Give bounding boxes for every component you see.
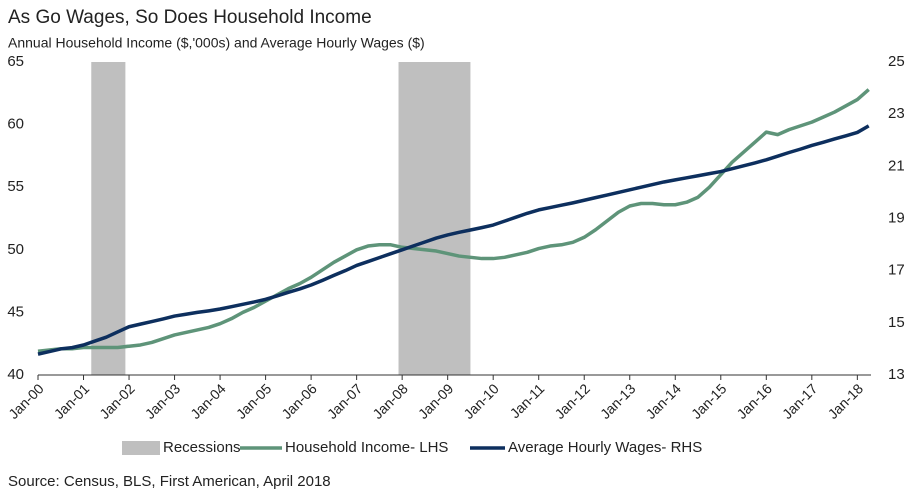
legend-label: Household Income- LHS bbox=[285, 439, 448, 456]
y-tick-label: 50 bbox=[7, 241, 24, 258]
y-tick-label: 55 bbox=[7, 178, 24, 195]
x-tick-label: Jan-02 bbox=[96, 380, 138, 422]
x-tick-label: Jan-18 bbox=[824, 380, 866, 422]
y-tick-label: 40 bbox=[7, 366, 24, 383]
y2-tick-label: 21 bbox=[888, 157, 905, 174]
x-tick-label: Jan-13 bbox=[597, 380, 639, 422]
x-tick-label: Jan-17 bbox=[779, 380, 821, 422]
x-tick-label: Jan-04 bbox=[187, 380, 229, 422]
x-tick-label: Jan-05 bbox=[233, 380, 275, 422]
series-line bbox=[37, 124, 870, 356]
y2-tick-label: 23 bbox=[888, 105, 905, 122]
recession-band bbox=[91, 62, 126, 375]
x-tick-label: Jan-09 bbox=[415, 380, 457, 422]
y2-tick-label: 19 bbox=[888, 209, 905, 226]
source: Source: Census, BLS, First American, Apr… bbox=[8, 473, 331, 490]
y2-tick-label: 13 bbox=[888, 366, 905, 383]
x-tick-label: Jan-08 bbox=[369, 380, 411, 422]
x-tick-label: Jan-16 bbox=[733, 380, 775, 422]
y-tick-label: 60 bbox=[7, 116, 24, 133]
y2-tick-label: 25 bbox=[888, 53, 905, 70]
x-tick-label: Jan-15 bbox=[688, 380, 730, 422]
y2-tick-label: 17 bbox=[888, 262, 905, 279]
x-tick-label: Jan-14 bbox=[642, 380, 684, 422]
x-tick-label: Jan-01 bbox=[51, 380, 93, 422]
series-line bbox=[37, 88, 870, 353]
x-tick-label: Jan-03 bbox=[142, 380, 184, 422]
legend-label: Average Hourly Wages- RHS bbox=[508, 439, 702, 456]
recession-band bbox=[398, 62, 471, 375]
x-tick-label: Jan-00 bbox=[5, 380, 47, 422]
x-tick-label: Jan-10 bbox=[460, 380, 502, 422]
x-tick-label: Jan-12 bbox=[551, 380, 593, 422]
y-tick-label: 45 bbox=[7, 303, 24, 320]
x-tick-label: Jan-07 bbox=[324, 380, 366, 422]
chart-subtitle: Annual Household Income ($,'000s) and Av… bbox=[8, 35, 425, 51]
y2-tick-label: 15 bbox=[888, 314, 905, 331]
legend-label: Recessions bbox=[163, 439, 241, 456]
legend-swatch bbox=[122, 441, 160, 455]
y-tick-label: 65 bbox=[7, 53, 24, 70]
chart-title: As Go Wages, So Does Household Income bbox=[8, 7, 372, 28]
x-tick-label: Jan-06 bbox=[278, 380, 320, 422]
x-tick-label: Jan-11 bbox=[507, 380, 548, 421]
